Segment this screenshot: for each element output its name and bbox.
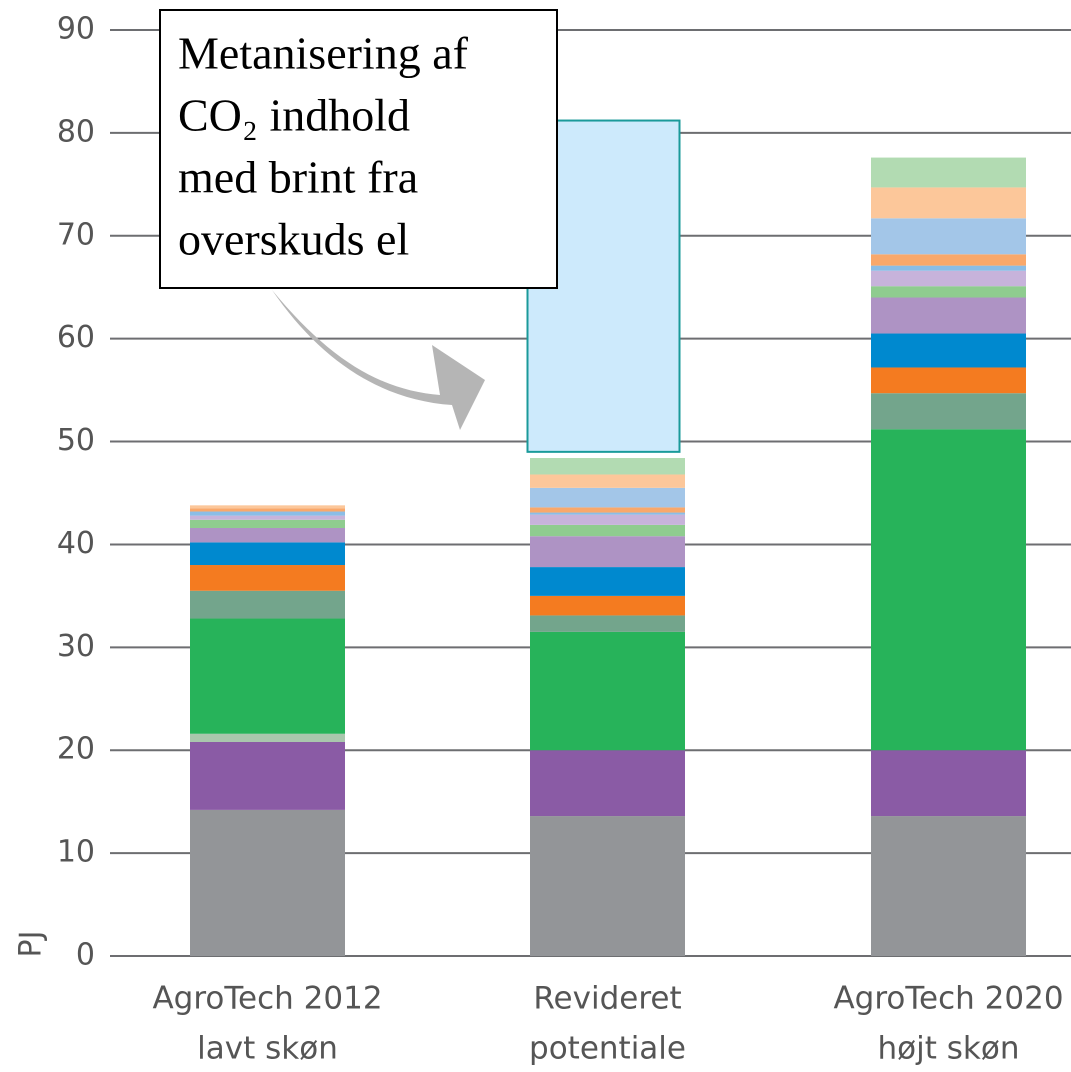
x-tick-label: højt skøn [878, 1031, 1020, 1067]
bar-segment [871, 750, 1026, 817]
bar-segment [871, 265, 1026, 271]
bar-segment [190, 565, 345, 591]
bar-segment [871, 297, 1026, 334]
y-tick-label: 50 [57, 423, 95, 458]
annotation-text: med brint fra [178, 152, 418, 203]
bar-segment [871, 218, 1026, 255]
bar-segment [871, 816, 1026, 956]
bar-segment [190, 809, 345, 956]
annotation-text: Metanisering af [178, 28, 469, 79]
x-tick-label: potentiale [529, 1031, 686, 1067]
bar-segment [190, 508, 345, 512]
bar-segment [190, 505, 345, 509]
arrow [272, 290, 485, 430]
annotation-text: overskuds el [178, 214, 409, 265]
bar-segment [871, 333, 1026, 368]
bar-segment [190, 511, 345, 516]
y-tick-label: 70 [57, 217, 95, 252]
bar-segment [530, 514, 685, 525]
bar-segment [530, 615, 685, 632]
bar-segment [190, 733, 345, 742]
x-tick-label: AgroTech 2012 [152, 981, 382, 1017]
bar-segment [190, 542, 345, 566]
bar-segment [530, 536, 685, 568]
bar-segment [530, 524, 685, 537]
x-tick-label: lavt skøn [197, 1031, 338, 1067]
bar-segment [530, 512, 685, 515]
bar-segment [530, 816, 685, 956]
bar-segment [190, 527, 345, 543]
bar-segment [190, 519, 345, 528]
bar-segment [871, 286, 1026, 298]
bar-segment [871, 157, 1026, 188]
y-tick-label: 20 [57, 732, 95, 767]
bar-segment [530, 474, 685, 488]
y-tick-label: 40 [57, 526, 95, 561]
bar-segment [871, 429, 1026, 751]
bar-segment [530, 631, 685, 751]
x-tick-label: AgroTech 2020 [833, 981, 1063, 1017]
bar-segment [190, 590, 345, 619]
y-tick-label: 60 [57, 320, 95, 355]
bar-segment [530, 567, 685, 596]
y-tick-label: 30 [57, 629, 95, 664]
bar-segment [530, 458, 685, 475]
bar-segment [190, 515, 345, 520]
bar-segment [871, 254, 1026, 266]
annotation-text: CO₂ indhold [178, 90, 410, 141]
y-tick-label: 80 [57, 114, 95, 149]
bar-segment [871, 393, 1026, 430]
bar-segment [530, 750, 685, 817]
y-axis-label: PJ [14, 931, 49, 958]
bar-segment [530, 595, 685, 616]
bar-segment [530, 507, 685, 513]
bar-segment [190, 618, 345, 734]
x-tick-label: Revideret [533, 981, 681, 1017]
bar-segment [871, 187, 1026, 219]
bar-segment [871, 367, 1026, 394]
y-tick-label: 0 [76, 938, 95, 973]
bar-segment [190, 741, 345, 810]
bars: AgroTech 2012 lavt skøn Revideret potential… [152, 157, 1064, 1067]
bar-segment [530, 487, 685, 508]
annotation-box [159, 9, 558, 289]
y-tick-label: 10 [57, 835, 95, 870]
y-tick-label: 90 [57, 12, 95, 47]
bar-segment [871, 270, 1026, 287]
